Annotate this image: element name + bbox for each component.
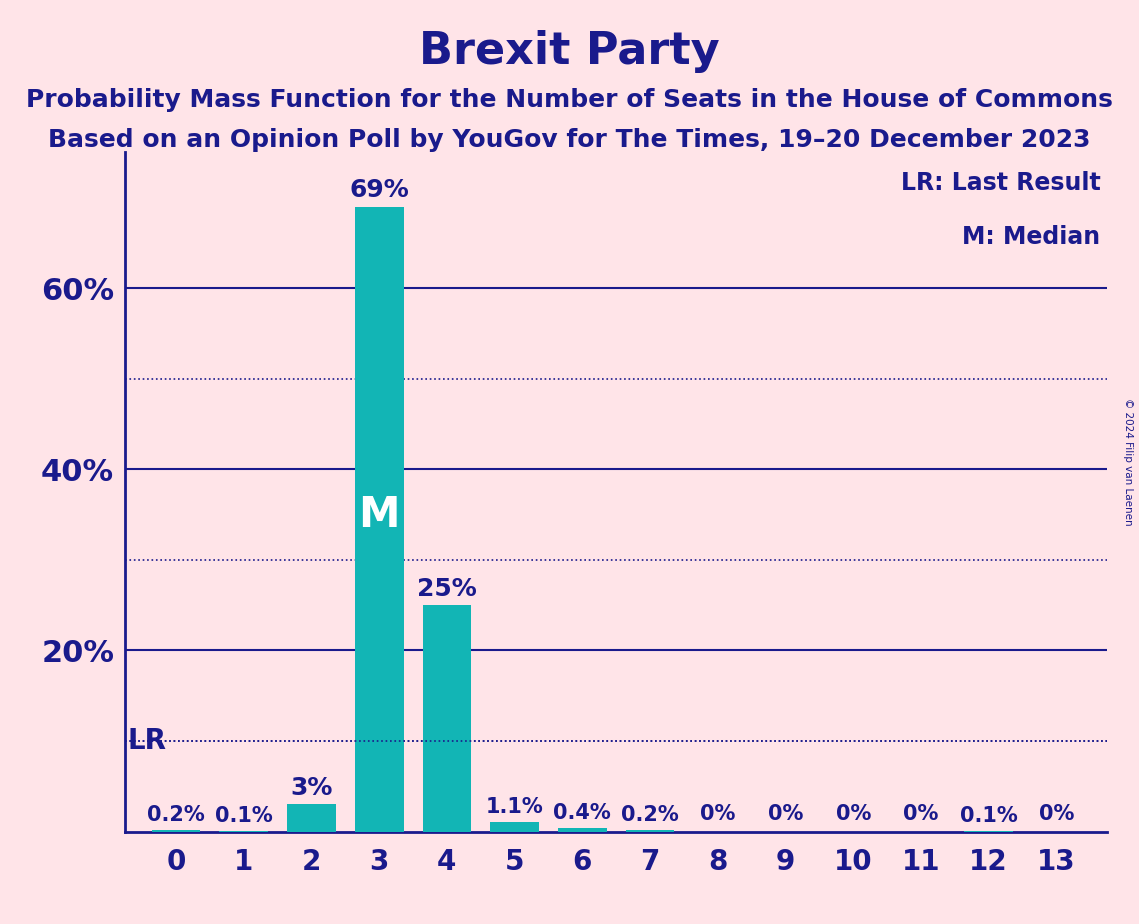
Text: 69%: 69% [350,178,409,202]
Text: 25%: 25% [417,577,477,601]
Text: LR: Last Result: LR: Last Result [901,171,1100,195]
Bar [423,605,472,832]
Bar [558,828,607,832]
Text: Brexit Party: Brexit Party [419,30,720,73]
Text: 0.2%: 0.2% [621,805,679,825]
Text: 0%: 0% [1039,805,1074,824]
Text: 0%: 0% [903,805,939,824]
Text: Probability Mass Function for the Number of Seats in the House of Commons: Probability Mass Function for the Number… [26,88,1113,112]
Bar [490,821,539,832]
Bar [625,830,674,832]
Text: © 2024 Filip van Laenen: © 2024 Filip van Laenen [1123,398,1132,526]
Text: Based on an Opinion Poll by YouGov for The Times, 19–20 December 2023: Based on an Opinion Poll by YouGov for T… [48,128,1091,152]
Text: M: Median: M: Median [962,225,1100,249]
Text: 0.1%: 0.1% [215,806,272,826]
Text: 0%: 0% [700,805,736,824]
Text: 0.2%: 0.2% [147,805,205,825]
Text: LR: LR [128,727,166,755]
Text: 3%: 3% [290,776,333,800]
Text: 1.1%: 1.1% [485,797,543,817]
Text: 0%: 0% [836,805,871,824]
Text: 0.4%: 0.4% [554,804,612,823]
Bar [287,805,336,832]
Text: 0%: 0% [768,805,803,824]
Text: M: M [359,493,400,536]
Bar [151,830,200,832]
Bar [355,207,403,832]
Text: 0.1%: 0.1% [960,806,1017,826]
